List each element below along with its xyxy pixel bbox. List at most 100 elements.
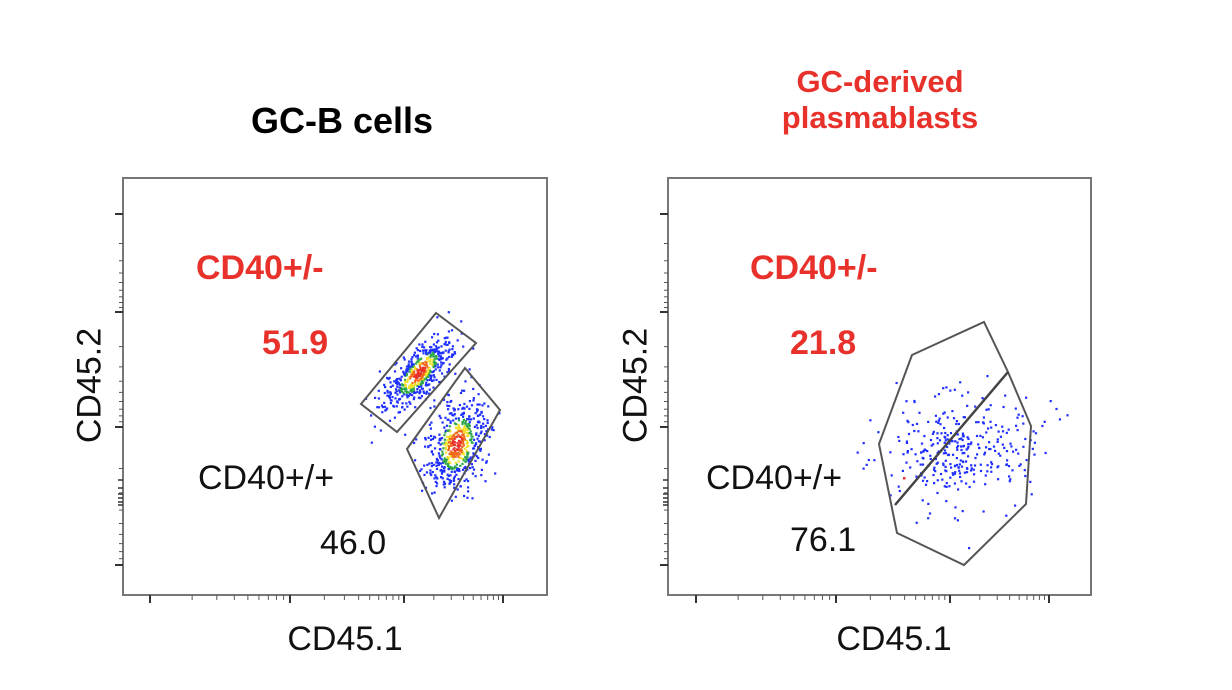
data-point [405, 365, 409, 368]
data-point [937, 450, 940, 453]
data-point [961, 510, 964, 513]
data-point [869, 419, 872, 422]
data-point [459, 464, 462, 467]
data-point [447, 460, 450, 463]
data-point [1032, 430, 1035, 433]
data-point [441, 453, 444, 456]
data-point [961, 394, 964, 397]
data-point [438, 461, 441, 464]
data-point [967, 455, 970, 458]
data-point [1043, 420, 1046, 423]
data-point [446, 357, 449, 360]
data-point [482, 415, 485, 418]
data-point [453, 351, 456, 354]
data-point [962, 460, 965, 464]
data-point [458, 439, 461, 442]
data-point [913, 429, 916, 433]
data-point [419, 397, 422, 400]
data-point [461, 422, 464, 426]
data-point [471, 472, 474, 475]
data-point [432, 358, 435, 361]
data-point [431, 471, 434, 474]
data-point [412, 363, 415, 366]
data-point [907, 432, 911, 436]
data-point [412, 385, 415, 388]
panel2-gate1-percent: 21.8 [790, 324, 857, 362]
data-point [953, 388, 956, 391]
data-point [439, 456, 442, 459]
data-point [441, 362, 444, 365]
data-point [990, 466, 993, 469]
data-point [929, 438, 933, 442]
data-point [440, 352, 443, 355]
data-point [475, 424, 478, 427]
data-point [405, 380, 409, 383]
data-point [437, 441, 440, 445]
data-point [451, 467, 454, 470]
data-point [986, 464, 989, 467]
data-point [935, 420, 938, 423]
data-point [458, 404, 461, 407]
data-point [948, 485, 951, 488]
data-point [453, 352, 457, 355]
data-point [406, 390, 409, 393]
data-point [448, 478, 451, 482]
data-point [421, 349, 424, 352]
data-point [418, 343, 421, 346]
data-point [477, 440, 480, 443]
data-point [381, 406, 384, 409]
data-point [984, 483, 987, 486]
data-point [394, 391, 397, 394]
data-point [987, 408, 990, 411]
data-point [471, 497, 474, 500]
data-point [462, 433, 465, 436]
data-point [441, 461, 445, 464]
data-point [452, 477, 455, 480]
data-point [383, 401, 386, 404]
data-point [429, 351, 432, 354]
data-point [968, 547, 971, 550]
data-point [440, 361, 443, 364]
data-point [452, 435, 456, 438]
panel2-title: GC-derived plasmablasts [781, 64, 979, 135]
data-point [1025, 396, 1028, 399]
data-point [419, 469, 422, 473]
data-point [443, 457, 446, 460]
data-point [966, 467, 969, 470]
data-point [384, 386, 387, 389]
data-point [429, 355, 432, 358]
data-point [447, 367, 450, 371]
data-point [383, 405, 386, 408]
data-point [417, 374, 420, 377]
data-point [453, 441, 456, 444]
data-point [470, 463, 473, 466]
data-point [442, 483, 445, 486]
data-point [389, 391, 392, 394]
data-point [449, 461, 452, 464]
data-point [945, 386, 948, 389]
data-point [434, 345, 438, 348]
data-point [476, 455, 479, 458]
data-point [957, 422, 960, 426]
panel2-gate2-percent: 76.1 [790, 521, 857, 559]
data-point [462, 451, 465, 454]
data-point [455, 463, 458, 466]
data-point [873, 459, 876, 462]
data-point [420, 380, 423, 384]
data-point [430, 473, 433, 477]
data-point [914, 453, 917, 456]
data-point [465, 449, 468, 452]
data-point [1017, 452, 1020, 455]
data-point [461, 446, 464, 449]
data-point [383, 383, 386, 386]
data-point [443, 434, 446, 437]
data-point [423, 366, 427, 369]
data-point [449, 430, 452, 433]
data-point [444, 451, 448, 454]
data-point [438, 358, 441, 362]
data-point [457, 428, 460, 431]
data-point [426, 369, 429, 372]
data-point [466, 451, 469, 454]
data-point [415, 375, 418, 378]
data-point [418, 373, 421, 376]
